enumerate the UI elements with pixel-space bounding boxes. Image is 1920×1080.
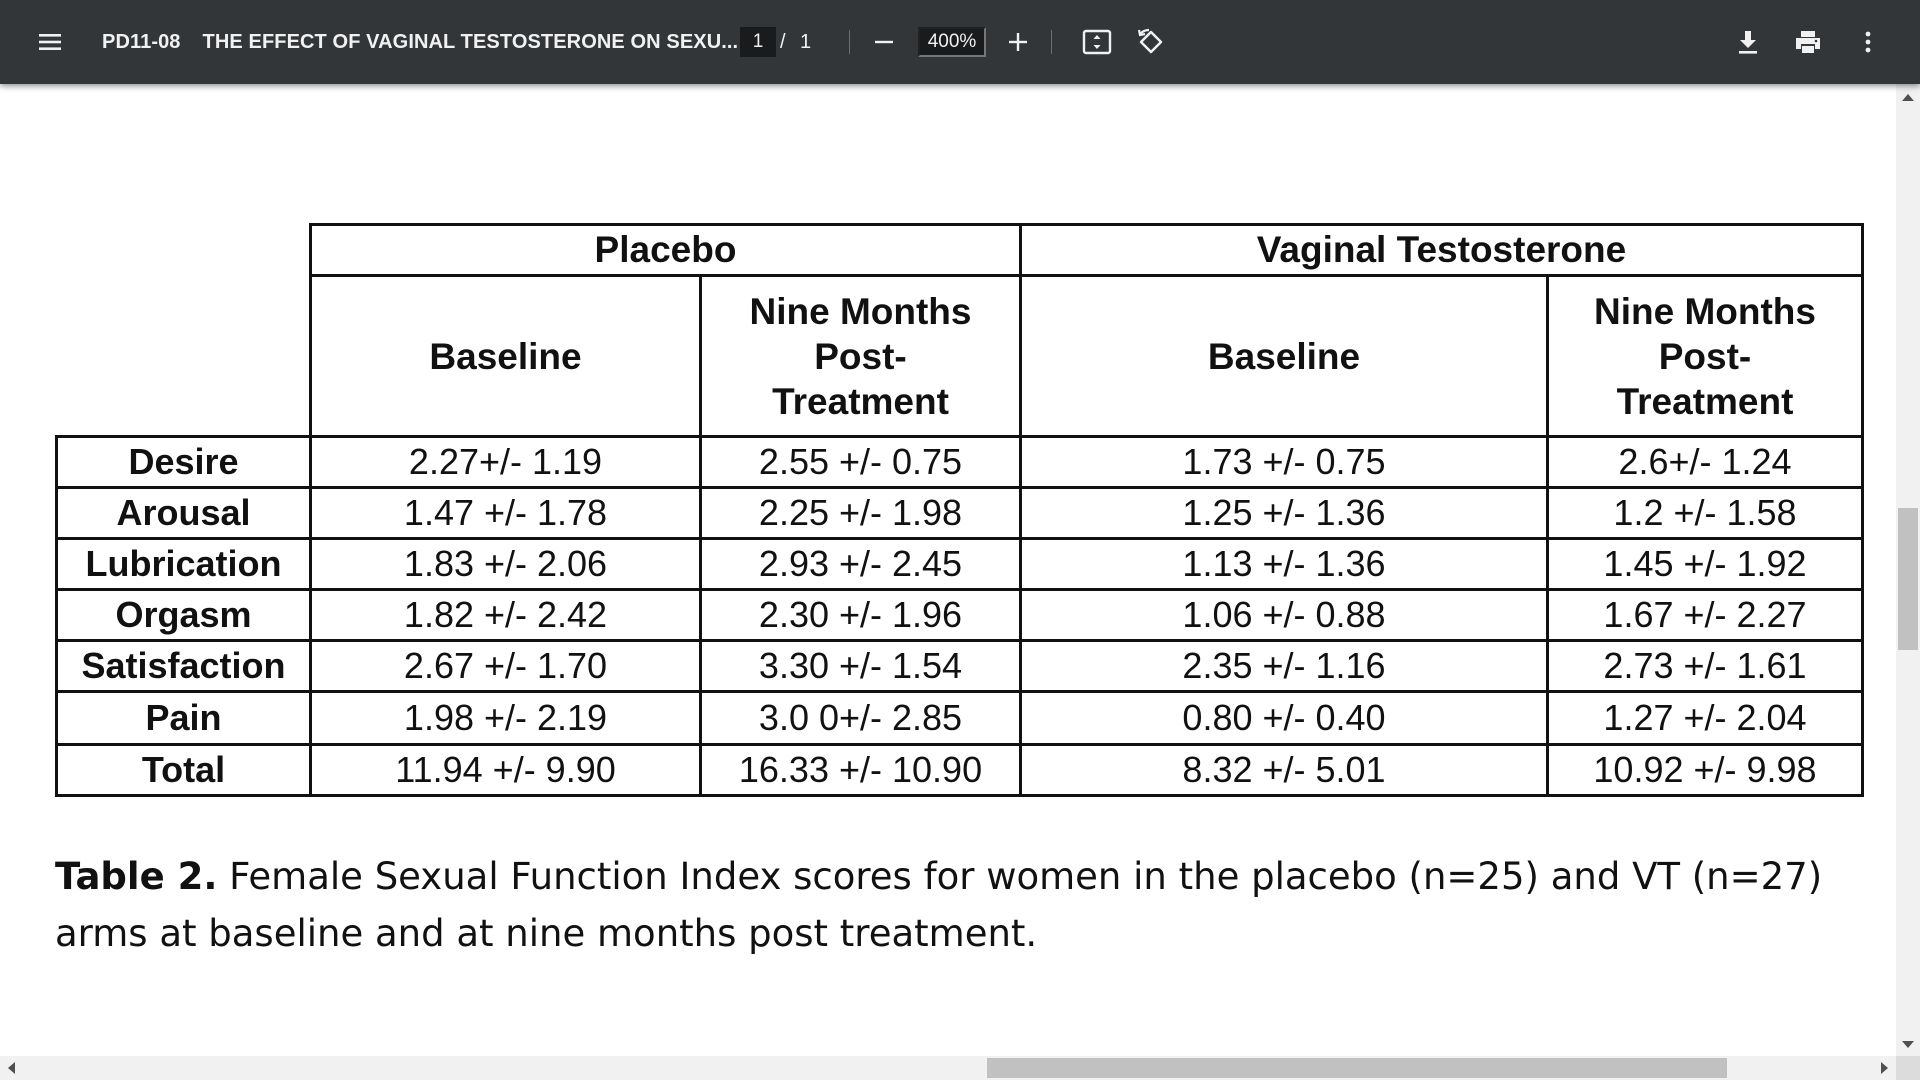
group-header-vaginal-testosterone: Vaginal Testosterone — [1019, 223, 1864, 277]
zoom-in-button[interactable] — [994, 18, 1042, 66]
table-cell: 1.2 +/- 1.58 — [1546, 486, 1864, 540]
scrollbar-corner — [1896, 1056, 1920, 1080]
table-caption: Table 2. Female Sexual Function Index sc… — [55, 848, 1845, 962]
caption-text: Female Sexual Function Index scores for … — [55, 855, 1823, 955]
table-row: Orgasm 1.82 +/- 2.42 2.30 +/- 1.96 1.06 … — [55, 588, 1864, 642]
caption-label: Table 2. — [55, 855, 218, 898]
subheader-line: Post- — [1658, 335, 1752, 377]
subheader-line: Baseline — [1207, 335, 1361, 377]
more-icon — [1865, 31, 1871, 53]
table-cell: 1.83 +/- 2.06 — [309, 537, 702, 591]
page-total: 1 — [800, 31, 812, 53]
print-button[interactable] — [1784, 18, 1832, 66]
table-cell: 0.80 +/- 0.40 — [1019, 690, 1549, 746]
table-row: Satisfaction 2.67 +/- 1.70 3.30 +/- 1.54… — [55, 639, 1864, 693]
row-label: Lubrication — [55, 537, 312, 591]
toolbar-divider — [849, 30, 850, 54]
row-label: Desire — [55, 435, 312, 489]
table-cell: 1.47 +/- 1.78 — [309, 486, 702, 540]
table-row: Lubrication 1.83 +/- 2.06 2.93 +/- 2.45 … — [55, 537, 1864, 591]
row-label: Total — [55, 743, 312, 797]
zoom-in-icon — [1009, 33, 1027, 51]
pdf-toolbar: PD11-08 THE EFFECT OF VAGINAL TESTOSTERON… — [0, 0, 1920, 84]
download-icon — [1739, 31, 1757, 54]
vertical-scrollbar[interactable] — [1896, 84, 1920, 1056]
document-title: PD11-08 THE EFFECT OF VAGINAL TESTOSTERON… — [102, 0, 738, 84]
table-cell: 1.73 +/- 0.75 — [1019, 435, 1549, 489]
vertical-scroll-thumb[interactable] — [1898, 508, 1918, 650]
table-cell: 11.94 +/- 9.90 — [309, 743, 702, 797]
subheader-line: Treatment — [1616, 380, 1794, 422]
table-row: Total 11.94 +/- 9.90 16.33 +/- 10.90 8.3… — [55, 743, 1864, 797]
row-label: Orgasm — [55, 588, 312, 642]
table-corner — [56, 224, 312, 438]
page-separator: / — [780, 31, 786, 53]
table-cell: 1.27 +/- 2.04 — [1546, 690, 1864, 746]
table-row: Desire 2.27+/- 1.19 2.55 +/- 0.75 1.73 +… — [55, 435, 1864, 489]
table-cell: 1.67 +/- 2.27 — [1546, 588, 1864, 642]
fsfi-scores-table: Placebo Vaginal Testosterone Baseline Ni… — [55, 223, 1864, 797]
subheader-line: Nine Months — [1594, 290, 1816, 332]
scroll-up-arrow[interactable] — [1902, 94, 1914, 101]
table-row: Arousal 1.47 +/- 1.78 2.25 +/- 1.98 1.25… — [55, 486, 1864, 540]
scroll-left-arrow[interactable] — [8, 1062, 15, 1074]
table-cell: 1.13 +/- 1.36 — [1019, 537, 1549, 591]
table-cell: 10.92 +/- 9.98 — [1546, 743, 1864, 797]
table-cell: 3.0 0+/- 2.85 — [699, 690, 1022, 746]
table-cell: 2.55 +/- 0.75 — [699, 435, 1022, 489]
row-label: Arousal — [55, 486, 312, 540]
menu-icon — [39, 34, 61, 50]
toolbar-divider — [1051, 30, 1052, 54]
row-label: Pain — [55, 690, 312, 746]
table-cell: 2.25 +/- 1.98 — [699, 486, 1022, 540]
scroll-down-arrow[interactable] — [1902, 1041, 1914, 1048]
scroll-right-arrow[interactable] — [1881, 1062, 1888, 1074]
rotate-icon — [1137, 28, 1163, 54]
subheader-line: Post- — [814, 335, 907, 377]
subheader-line: Nine Months — [749, 290, 972, 332]
table-cell: 1.06 +/- 0.88 — [1019, 588, 1549, 642]
table-cell: 2.30 +/- 1.96 — [699, 588, 1022, 642]
fit-to-page-button[interactable] — [1073, 18, 1121, 66]
horizontal-scrollbar[interactable] — [0, 1056, 1896, 1080]
subheader-placebo-post: Nine Months Post- Treatment — [699, 274, 1022, 438]
document-viewport[interactable]: Placebo Vaginal Testosterone Baseline Ni… — [0, 84, 1896, 1056]
page-number-input[interactable] — [740, 27, 776, 57]
table-cell: 1.45 +/- 1.92 — [1546, 537, 1864, 591]
table-cell: 1.82 +/- 2.42 — [309, 588, 702, 642]
zoom-out-icon — [875, 40, 893, 44]
zoom-level-input[interactable] — [918, 27, 986, 57]
table-cell: 2.67 +/- 1.70 — [309, 639, 702, 693]
table-cell: 2.35 +/- 1.16 — [1019, 639, 1549, 693]
group-header-placebo: Placebo — [309, 223, 1022, 277]
row-label: Satisfaction — [55, 639, 312, 693]
table-cell: 8.32 +/- 5.01 — [1019, 743, 1549, 797]
download-button[interactable] — [1724, 18, 1772, 66]
table-row: Pain 1.98 +/- 2.19 3.0 0+/- 2.85 0.80 +/… — [55, 690, 1864, 746]
table-cell: 2.73 +/- 1.61 — [1546, 639, 1864, 693]
table-cell: 2.27+/- 1.19 — [309, 435, 702, 489]
more-actions-button[interactable] — [1844, 18, 1892, 66]
table-cell: 1.98 +/- 2.19 — [309, 690, 702, 746]
table-cell: 1.25 +/- 1.36 — [1019, 486, 1549, 540]
table-cell: 2.6+/- 1.24 — [1546, 435, 1864, 489]
subheader-placebo-baseline: Baseline — [309, 274, 702, 438]
menu-button[interactable] — [26, 18, 74, 66]
subheader-vt-post: Nine Months Post- Treatment — [1546, 274, 1864, 438]
print-icon — [1796, 31, 1820, 53]
subheader-vt-baseline: Baseline — [1019, 274, 1549, 438]
table-cell: 16.33 +/- 10.90 — [699, 743, 1022, 797]
subheader-line: Baseline — [429, 335, 582, 377]
subheader-line: Treatment — [772, 380, 949, 422]
horizontal-scroll-thumb[interactable] — [987, 1058, 1727, 1078]
rotate-button[interactable] — [1127, 18, 1175, 66]
table-cell: 3.30 +/- 1.54 — [699, 639, 1022, 693]
table-cell: 2.93 +/- 2.45 — [699, 537, 1022, 591]
document-title-text: THE EFFECT OF VAGINAL TESTOSTERONE ON SE… — [202, 31, 739, 53]
file-id: PD11-08 — [102, 31, 181, 53]
fit-page-icon — [1082, 29, 1112, 55]
zoom-out-button[interactable] — [860, 18, 908, 66]
